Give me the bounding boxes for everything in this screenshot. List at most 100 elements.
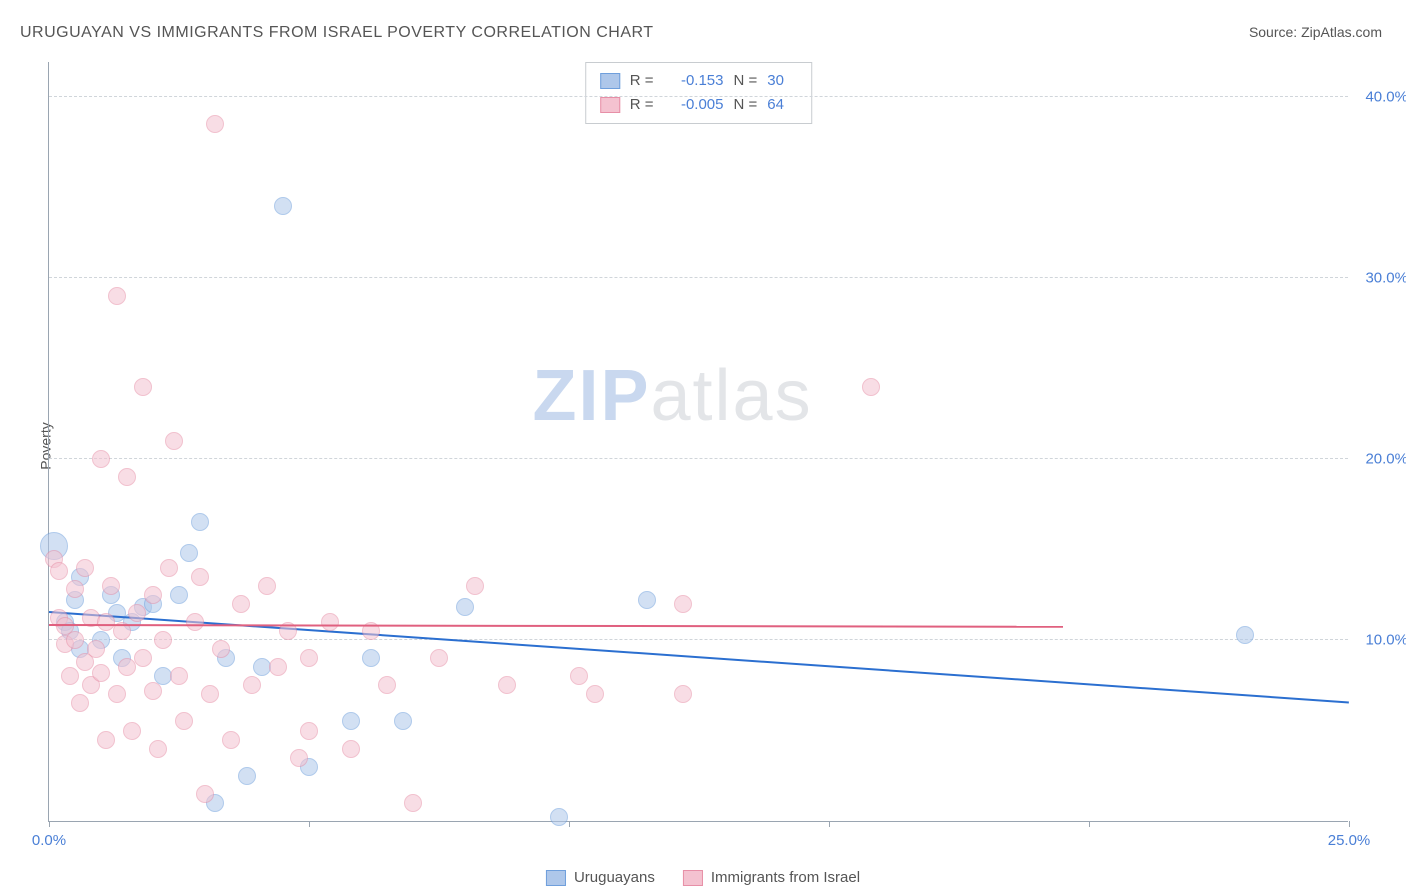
swatch-series1 (600, 73, 620, 89)
data-point (300, 649, 318, 667)
data-point (191, 513, 209, 531)
data-point (638, 591, 656, 609)
data-point (232, 595, 250, 613)
data-point (498, 676, 516, 694)
data-point (206, 115, 224, 133)
data-point (108, 287, 126, 305)
watermark: ZIPatlas (532, 355, 812, 437)
r-label: R = (630, 69, 654, 93)
data-point (87, 640, 105, 658)
data-point (1236, 626, 1254, 644)
data-point (378, 676, 396, 694)
data-point (118, 468, 136, 486)
data-point (466, 577, 484, 595)
legend-swatch-series1 (546, 870, 566, 886)
data-point (66, 631, 84, 649)
gridline (49, 458, 1348, 459)
data-point (674, 595, 692, 613)
n-value-series1: 30 (767, 69, 797, 93)
data-point (430, 649, 448, 667)
legend-swatch-series2 (683, 870, 703, 886)
data-point (274, 197, 292, 215)
gridline (49, 639, 1348, 640)
x-tick (569, 821, 570, 827)
bottom-legend: Uruguayans Immigrants from Israel (546, 869, 860, 886)
y-tick-label: 30.0% (1365, 270, 1406, 287)
data-point (66, 580, 84, 598)
data-point (674, 685, 692, 703)
gridline (49, 96, 1348, 97)
data-point (92, 450, 110, 468)
data-point (321, 613, 339, 631)
data-point (243, 676, 261, 694)
chart-title: URUGUAYAN VS IMMIGRANTS FROM ISRAEL POVE… (20, 24, 654, 42)
data-point (404, 794, 422, 812)
r-value-series1: -0.153 (664, 69, 724, 93)
data-point (212, 640, 230, 658)
data-point (144, 682, 162, 700)
x-tick (49, 821, 50, 827)
data-point (290, 749, 308, 767)
watermark-zip: ZIP (532, 356, 650, 436)
data-point (550, 808, 568, 826)
data-point (394, 712, 412, 730)
legend-label-series1: Uruguayans (574, 869, 655, 886)
x-tick (829, 821, 830, 827)
data-point (258, 577, 276, 595)
x-tick-label: 25.0% (1328, 832, 1371, 849)
x-tick (1089, 821, 1090, 827)
data-point (50, 562, 68, 580)
data-point (149, 740, 167, 758)
x-tick-label: 0.0% (32, 832, 66, 849)
data-point (586, 685, 604, 703)
data-point (134, 378, 152, 396)
gridline (49, 277, 1348, 278)
data-point (342, 712, 360, 730)
data-point (102, 577, 120, 595)
y-tick-label: 40.0% (1365, 89, 1406, 106)
data-point (134, 649, 152, 667)
stats-row-series1: R = -0.153 N = 30 (600, 69, 798, 93)
data-point (61, 667, 79, 685)
data-point (170, 667, 188, 685)
data-point (191, 568, 209, 586)
data-point (165, 432, 183, 450)
legend-item-series1: Uruguayans (546, 869, 655, 886)
data-point (128, 604, 146, 622)
y-tick-label: 20.0% (1365, 451, 1406, 468)
stats-box: R = -0.153 N = 30 R = -0.005 N = 64 (585, 62, 813, 124)
data-point (222, 731, 240, 749)
data-point (570, 667, 588, 685)
x-tick (309, 821, 310, 827)
data-point (92, 664, 110, 682)
data-point (456, 598, 474, 616)
y-tick-label: 10.0% (1365, 632, 1406, 649)
swatch-series2 (600, 97, 620, 113)
data-point (123, 722, 141, 740)
data-point (362, 649, 380, 667)
data-point (76, 559, 94, 577)
data-point (71, 694, 89, 712)
legend-item-series2: Immigrants from Israel (683, 869, 860, 886)
plot-area: ZIPatlas R = -0.153 N = 30 R = -0.005 N … (48, 62, 1348, 822)
data-point (238, 767, 256, 785)
data-point (862, 378, 880, 396)
data-point (144, 586, 162, 604)
source-text: Source: ZipAtlas.com (1249, 24, 1382, 40)
data-point (180, 544, 198, 562)
data-point (108, 685, 126, 703)
data-point (269, 658, 287, 676)
watermark-atlas: atlas (650, 356, 812, 436)
n-label: N = (734, 69, 758, 93)
data-point (175, 712, 193, 730)
data-point (186, 613, 204, 631)
data-point (160, 559, 178, 577)
data-point (342, 740, 360, 758)
data-point (300, 722, 318, 740)
data-point (154, 631, 172, 649)
data-point (201, 685, 219, 703)
x-tick (1349, 821, 1350, 827)
legend-label-series2: Immigrants from Israel (711, 869, 860, 886)
data-point (97, 731, 115, 749)
data-point (170, 586, 188, 604)
